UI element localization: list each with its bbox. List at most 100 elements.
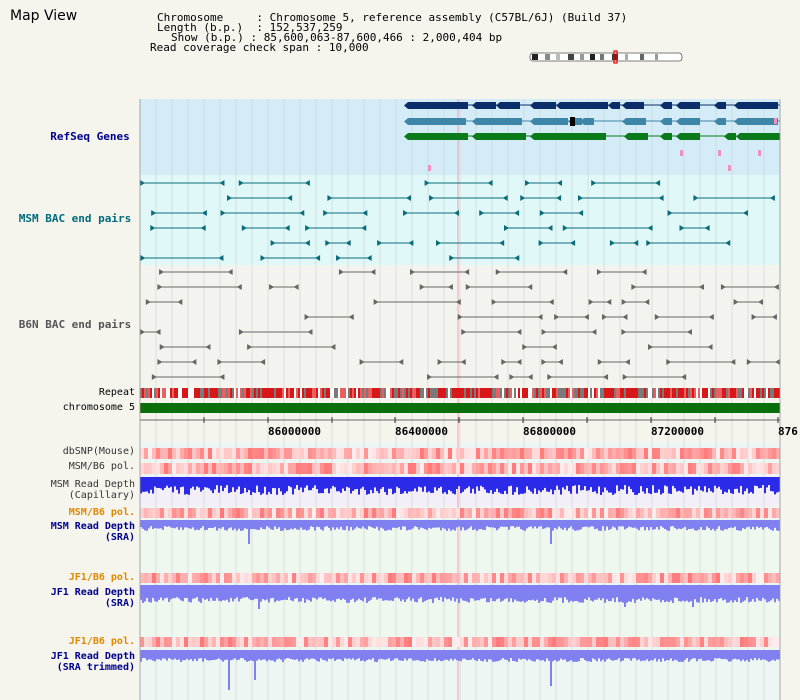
polymorphism-cell xyxy=(348,573,352,583)
polymorphism-cell xyxy=(752,448,756,459)
bac-end-marker xyxy=(641,269,647,275)
polymorphism-cell xyxy=(304,448,308,459)
polymorphism-cell xyxy=(348,448,352,459)
polymorphism-cell xyxy=(228,463,232,474)
read-depth-bar xyxy=(196,477,198,487)
read-depth-bar xyxy=(708,520,710,529)
polymorphism-cell xyxy=(424,463,428,474)
polymorphism-cell xyxy=(624,448,628,459)
read-depth-bar xyxy=(350,650,352,660)
polymorphism-cell xyxy=(284,508,288,518)
show-info: Show (b.p.) : 85,600,063-87,600,466 : 2,… xyxy=(171,31,503,44)
polymorphism-cell xyxy=(612,508,616,518)
read-depth-bar xyxy=(652,477,654,486)
polymorphism-cell xyxy=(404,508,408,518)
read-depth-bar xyxy=(176,520,178,528)
polymorphism-cell xyxy=(472,637,476,647)
polymorphism-cell xyxy=(144,637,148,647)
bac-end-marker xyxy=(516,359,522,365)
read-depth-bar xyxy=(356,650,358,660)
read-depth-bar xyxy=(758,477,760,489)
track-label-msm-bac[interactable]: MSM BAC end pairs xyxy=(18,212,132,225)
length-info: Length (b.p.) : 152,537,259 xyxy=(157,21,343,34)
read-depth-bar xyxy=(504,585,506,600)
polymorphism-cell xyxy=(596,508,600,518)
read-depth-bar xyxy=(292,520,294,530)
read-depth-bar xyxy=(486,520,488,527)
read-depth-bar xyxy=(152,585,154,598)
polymorphism-cell xyxy=(456,508,460,518)
read-depth-bar xyxy=(708,650,710,661)
read-depth-bar xyxy=(468,477,470,487)
read-depth-bar xyxy=(462,477,464,492)
polymorphism-cell xyxy=(160,637,164,647)
polymorphism-cell xyxy=(156,508,160,518)
polymorphism-cell xyxy=(204,448,208,459)
polymorphism-cell xyxy=(736,573,740,583)
read-depth-bar xyxy=(342,477,344,489)
bac-end-marker xyxy=(304,314,310,320)
track-label-refseq[interactable]: RefSeq Genes xyxy=(50,130,130,143)
polymorphism-cell xyxy=(412,448,416,459)
repeat-element xyxy=(546,388,548,398)
polymorphism-cell xyxy=(428,448,432,459)
read-depth-bar xyxy=(684,477,686,487)
read-depth-bar xyxy=(170,477,172,487)
read-depth-bar xyxy=(526,477,528,487)
polymorphism-cell xyxy=(276,573,280,583)
polymorphism-cell xyxy=(760,637,764,647)
read-depth-bar xyxy=(378,520,380,531)
repeat-element xyxy=(584,388,586,398)
read-depth-bar xyxy=(748,585,750,603)
read-depth-bar xyxy=(250,650,252,661)
polymorphism-cell xyxy=(648,448,652,459)
polymorphism-cell xyxy=(744,448,748,459)
read-depth-bar xyxy=(470,520,472,527)
polymorphism-cell xyxy=(684,508,688,518)
polymorphism-cell xyxy=(592,463,596,474)
bac-end-marker xyxy=(679,225,685,231)
polymorphism-cell xyxy=(212,573,216,583)
read-depth-bar xyxy=(232,520,234,531)
read-depth-bar xyxy=(352,585,354,599)
polymorphism-cell xyxy=(180,573,184,583)
read-depth-bar xyxy=(648,477,650,494)
read-depth-bar xyxy=(432,650,434,661)
read-depth-bar xyxy=(334,650,336,661)
polymorphism-cell xyxy=(632,508,636,518)
polymorphism-cell xyxy=(768,448,772,459)
repeat-element xyxy=(582,388,584,398)
polymorphism-cell xyxy=(428,573,432,583)
bac-end-marker xyxy=(522,344,528,350)
read-depth-bar xyxy=(742,650,744,660)
polymorphism-cell xyxy=(304,637,308,647)
read-depth-bar xyxy=(726,477,728,493)
repeat-element xyxy=(218,388,220,398)
polymorphism-cell xyxy=(200,637,204,647)
read-depth-bar xyxy=(360,585,362,601)
polymorphism-cell xyxy=(316,448,320,459)
read-depth-bar xyxy=(646,650,648,660)
read-depth-bar xyxy=(286,585,288,601)
read-depth-bar xyxy=(272,650,274,661)
polymorphism-cell xyxy=(688,463,692,474)
read-depth-bar xyxy=(522,477,524,494)
polymorphism-cell xyxy=(696,448,700,459)
read-depth-bar xyxy=(296,477,298,486)
read-depth-bar xyxy=(636,650,638,661)
read-depth-spike xyxy=(550,520,552,544)
read-depth-bar xyxy=(546,585,548,603)
polymorphism-cell xyxy=(552,508,556,518)
bac-end-marker xyxy=(681,374,687,380)
polymorphism-cell xyxy=(468,463,472,474)
read-depth-bar xyxy=(716,520,718,529)
polymorphism-cell xyxy=(240,508,244,518)
read-depth-bar xyxy=(444,477,446,493)
read-depth-bar xyxy=(218,650,220,659)
polymorphism-cell xyxy=(604,463,608,474)
polymorphism-cell xyxy=(344,573,348,583)
track-label-b6n-bac[interactable]: B6N BAC end pairs xyxy=(18,318,132,331)
read-depth-bar xyxy=(316,520,318,527)
polymorphism-cell xyxy=(240,463,244,474)
